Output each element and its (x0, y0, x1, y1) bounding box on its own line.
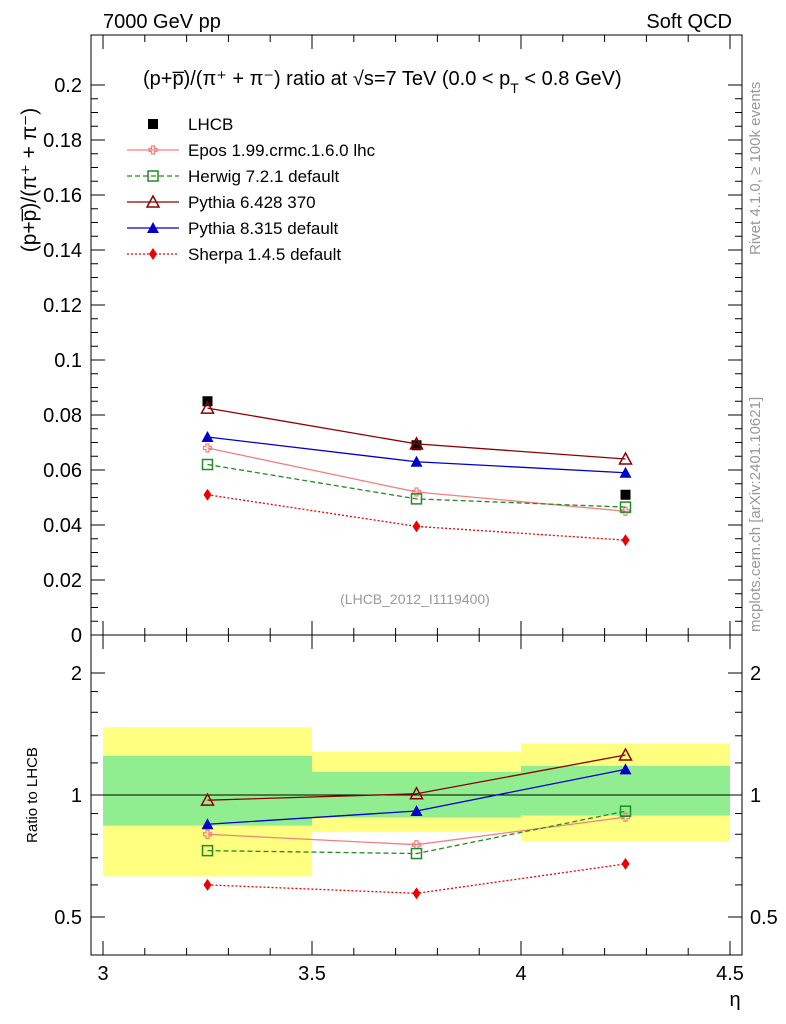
data-point-lhcb (620, 489, 631, 500)
ratio-line-herwig-7-2-1-default (207, 810, 626, 855)
data-point-sherpa-1-4-5-default (203, 488, 212, 501)
mcplots-label: mcplots.cern.ch [arXiv:2401.10621] (747, 397, 764, 632)
y-tick-label: 0.18 (43, 130, 82, 152)
ratio-y-axis-title: Ratio to LHCB (24, 747, 41, 843)
data-point-herwig-7-2-1-default (201, 458, 214, 471)
y-axis-title: (p+p̅)/(π⁺ + π⁻) (18, 108, 41, 253)
rivet-label: Rivet 4.1.0, ≥ 100k events (747, 82, 764, 255)
y-tick-label: 0.1 (54, 350, 82, 372)
ratio-point-sherpa-1-4-5-default (412, 887, 421, 900)
series-line-herwig-7-2-1-default (207, 463, 626, 508)
ratio-point-herwig-7-2-1-default (619, 805, 632, 817)
ratio-y-tick-label-right: 2 (750, 663, 761, 685)
y-tick-label: 0.12 (43, 295, 82, 317)
legend-marker-pythia-6-428-370 (145, 194, 161, 208)
data-point-pythia-6-428-370 (200, 400, 215, 414)
legend-marker-epos-1-99-crmc-1-6-0-lhc (148, 145, 158, 155)
chart-title-main: (p+p̅)/(π⁺ + π⁻) ratio at √s=7 TeV (0.0 … (143, 68, 510, 90)
data-point-herwig-7-2-1-default (619, 501, 632, 513)
data-point-pythia-8-315-default (619, 466, 632, 478)
data-point-sherpa-1-4-5-default (621, 534, 630, 547)
y-tick-label: 0.2 (54, 75, 82, 97)
ratio-point-pythia-8-315-default (201, 818, 214, 830)
header-left: 7000 GeV pp (103, 11, 221, 33)
ratio-point-pythia-8-315-default (619, 763, 632, 775)
ratio-point-epos-1-99-crmc-1-6-0-lhc (202, 829, 213, 839)
x-tick-label: 3.5 (298, 963, 326, 985)
ratio-y-tick-label: 2 (71, 663, 82, 685)
legend-marker-lhcb (148, 119, 158, 129)
data-point-sherpa-1-4-5-default (412, 520, 421, 533)
data-point-pythia-8-315-default (410, 455, 423, 467)
chart-title: (p+p̅)/(π⁺ + π⁻) ratio at √s=7 TeV (0.0 … (143, 68, 622, 96)
chart-title-tail: < 0.8 GeV) (519, 68, 622, 90)
legend-label-pythia-6-428-370: Pythia 6.428 370 (188, 193, 316, 212)
ratio-point-epos-1-99-crmc-1-6-0-lhc (620, 812, 631, 822)
x-tick-label: 4 (515, 963, 526, 985)
analysis-id: (LHCB_2012_I1119400) (340, 591, 490, 607)
y-tick-label: 0.04 (43, 515, 82, 537)
ratio-y-tick-label-right: 1 (750, 785, 761, 807)
ratio-point-pythia-6-428-370 (409, 786, 424, 800)
ratio-point-sherpa-1-4-5-default (203, 878, 212, 891)
x-axis-title: η (729, 989, 740, 1011)
ratio-y-tick-label: 1 (71, 785, 82, 807)
legend-label-sherpa-1-4-5-default: Sherpa 1.4.5 default (188, 245, 341, 264)
series-line-epos-1-99-crmc-1-6-0-lhc (207, 447, 626, 512)
y-tick-label: 0.08 (43, 405, 82, 427)
x-tick-label: 3 (97, 963, 108, 985)
chart-title-sub: T (510, 80, 519, 96)
header-right: Soft QCD (646, 11, 732, 33)
legend-marker-sherpa-1-4-5-default (149, 248, 157, 260)
ratio-point-pythia-6-428-370 (618, 747, 633, 761)
legend-marker-herwig-7-2-1-default (147, 170, 159, 182)
data-point-pythia-6-428-370 (409, 436, 424, 450)
legend-label-pythia-8-315-default: Pythia 8.315 default (188, 219, 339, 238)
data-point-epos-1-99-crmc-1-6-0-lhc (202, 443, 213, 453)
y-tick-label: 0 (71, 625, 82, 647)
legend-marker-pythia-8-315-default (147, 222, 159, 233)
data-point-herwig-7-2-1-default (410, 493, 423, 505)
y-tick-label: 0.06 (43, 460, 82, 482)
legend-label-herwig-7-2-1-default: Herwig 7.2.1 default (188, 167, 339, 186)
ratio-y-tick-label: 0.5 (54, 907, 82, 929)
y-tick-label: 0.16 (43, 185, 82, 207)
ratio-y-tick-label-right: 0.5 (750, 907, 778, 929)
legend-label-lhcb: LHCB (188, 115, 233, 134)
data-point-pythia-8-315-default (201, 431, 214, 442)
ratio-band-stat (103, 755, 312, 826)
ratio-point-sherpa-1-4-5-default (621, 857, 630, 870)
ratio-point-herwig-7-2-1-default (201, 844, 214, 857)
ratio-point-herwig-7-2-1-default (410, 847, 423, 860)
data-point-pythia-6-428-370 (618, 451, 633, 465)
data-point-lhcb (411, 440, 422, 451)
y-tick-label: 0.02 (43, 570, 82, 592)
ratio-point-pythia-6-428-370 (200, 792, 215, 806)
ratio-point-epos-1-99-crmc-1-6-0-lhc (411, 840, 422, 850)
series-line-pythia-6-428-370 (207, 407, 626, 460)
series-line-sherpa-1-4-5-default (207, 494, 626, 541)
y-tick-label: 0.14 (43, 240, 82, 262)
legend-label-epos-1-99-crmc-1-6-0-lhc: Epos 1.99.crmc.1.6.0 lhc (188, 141, 376, 160)
ratio-point-pythia-8-315-default (410, 805, 423, 817)
ratio-line-pythia-6-428-370 (207, 754, 626, 801)
ratio-line-epos-1-99-crmc-1-6-0-lhc (207, 816, 626, 846)
x-tick-label: 4.5 (716, 963, 744, 985)
